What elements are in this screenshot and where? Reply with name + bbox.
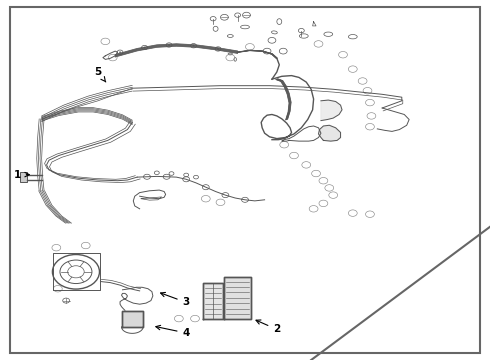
Text: 4: 4 — [156, 325, 190, 338]
Polygon shape — [321, 100, 342, 121]
Circle shape — [119, 51, 121, 53]
Text: 1: 1 — [14, 170, 29, 180]
Bar — [20, 172, 27, 182]
Circle shape — [217, 48, 219, 50]
Circle shape — [193, 45, 195, 46]
Polygon shape — [224, 277, 251, 319]
Circle shape — [144, 47, 146, 48]
Text: 3: 3 — [161, 292, 190, 307]
Text: 2: 2 — [256, 320, 280, 334]
Circle shape — [168, 44, 170, 46]
Text: 5: 5 — [95, 67, 106, 82]
Polygon shape — [318, 125, 341, 141]
Polygon shape — [203, 283, 223, 319]
Polygon shape — [122, 311, 143, 327]
